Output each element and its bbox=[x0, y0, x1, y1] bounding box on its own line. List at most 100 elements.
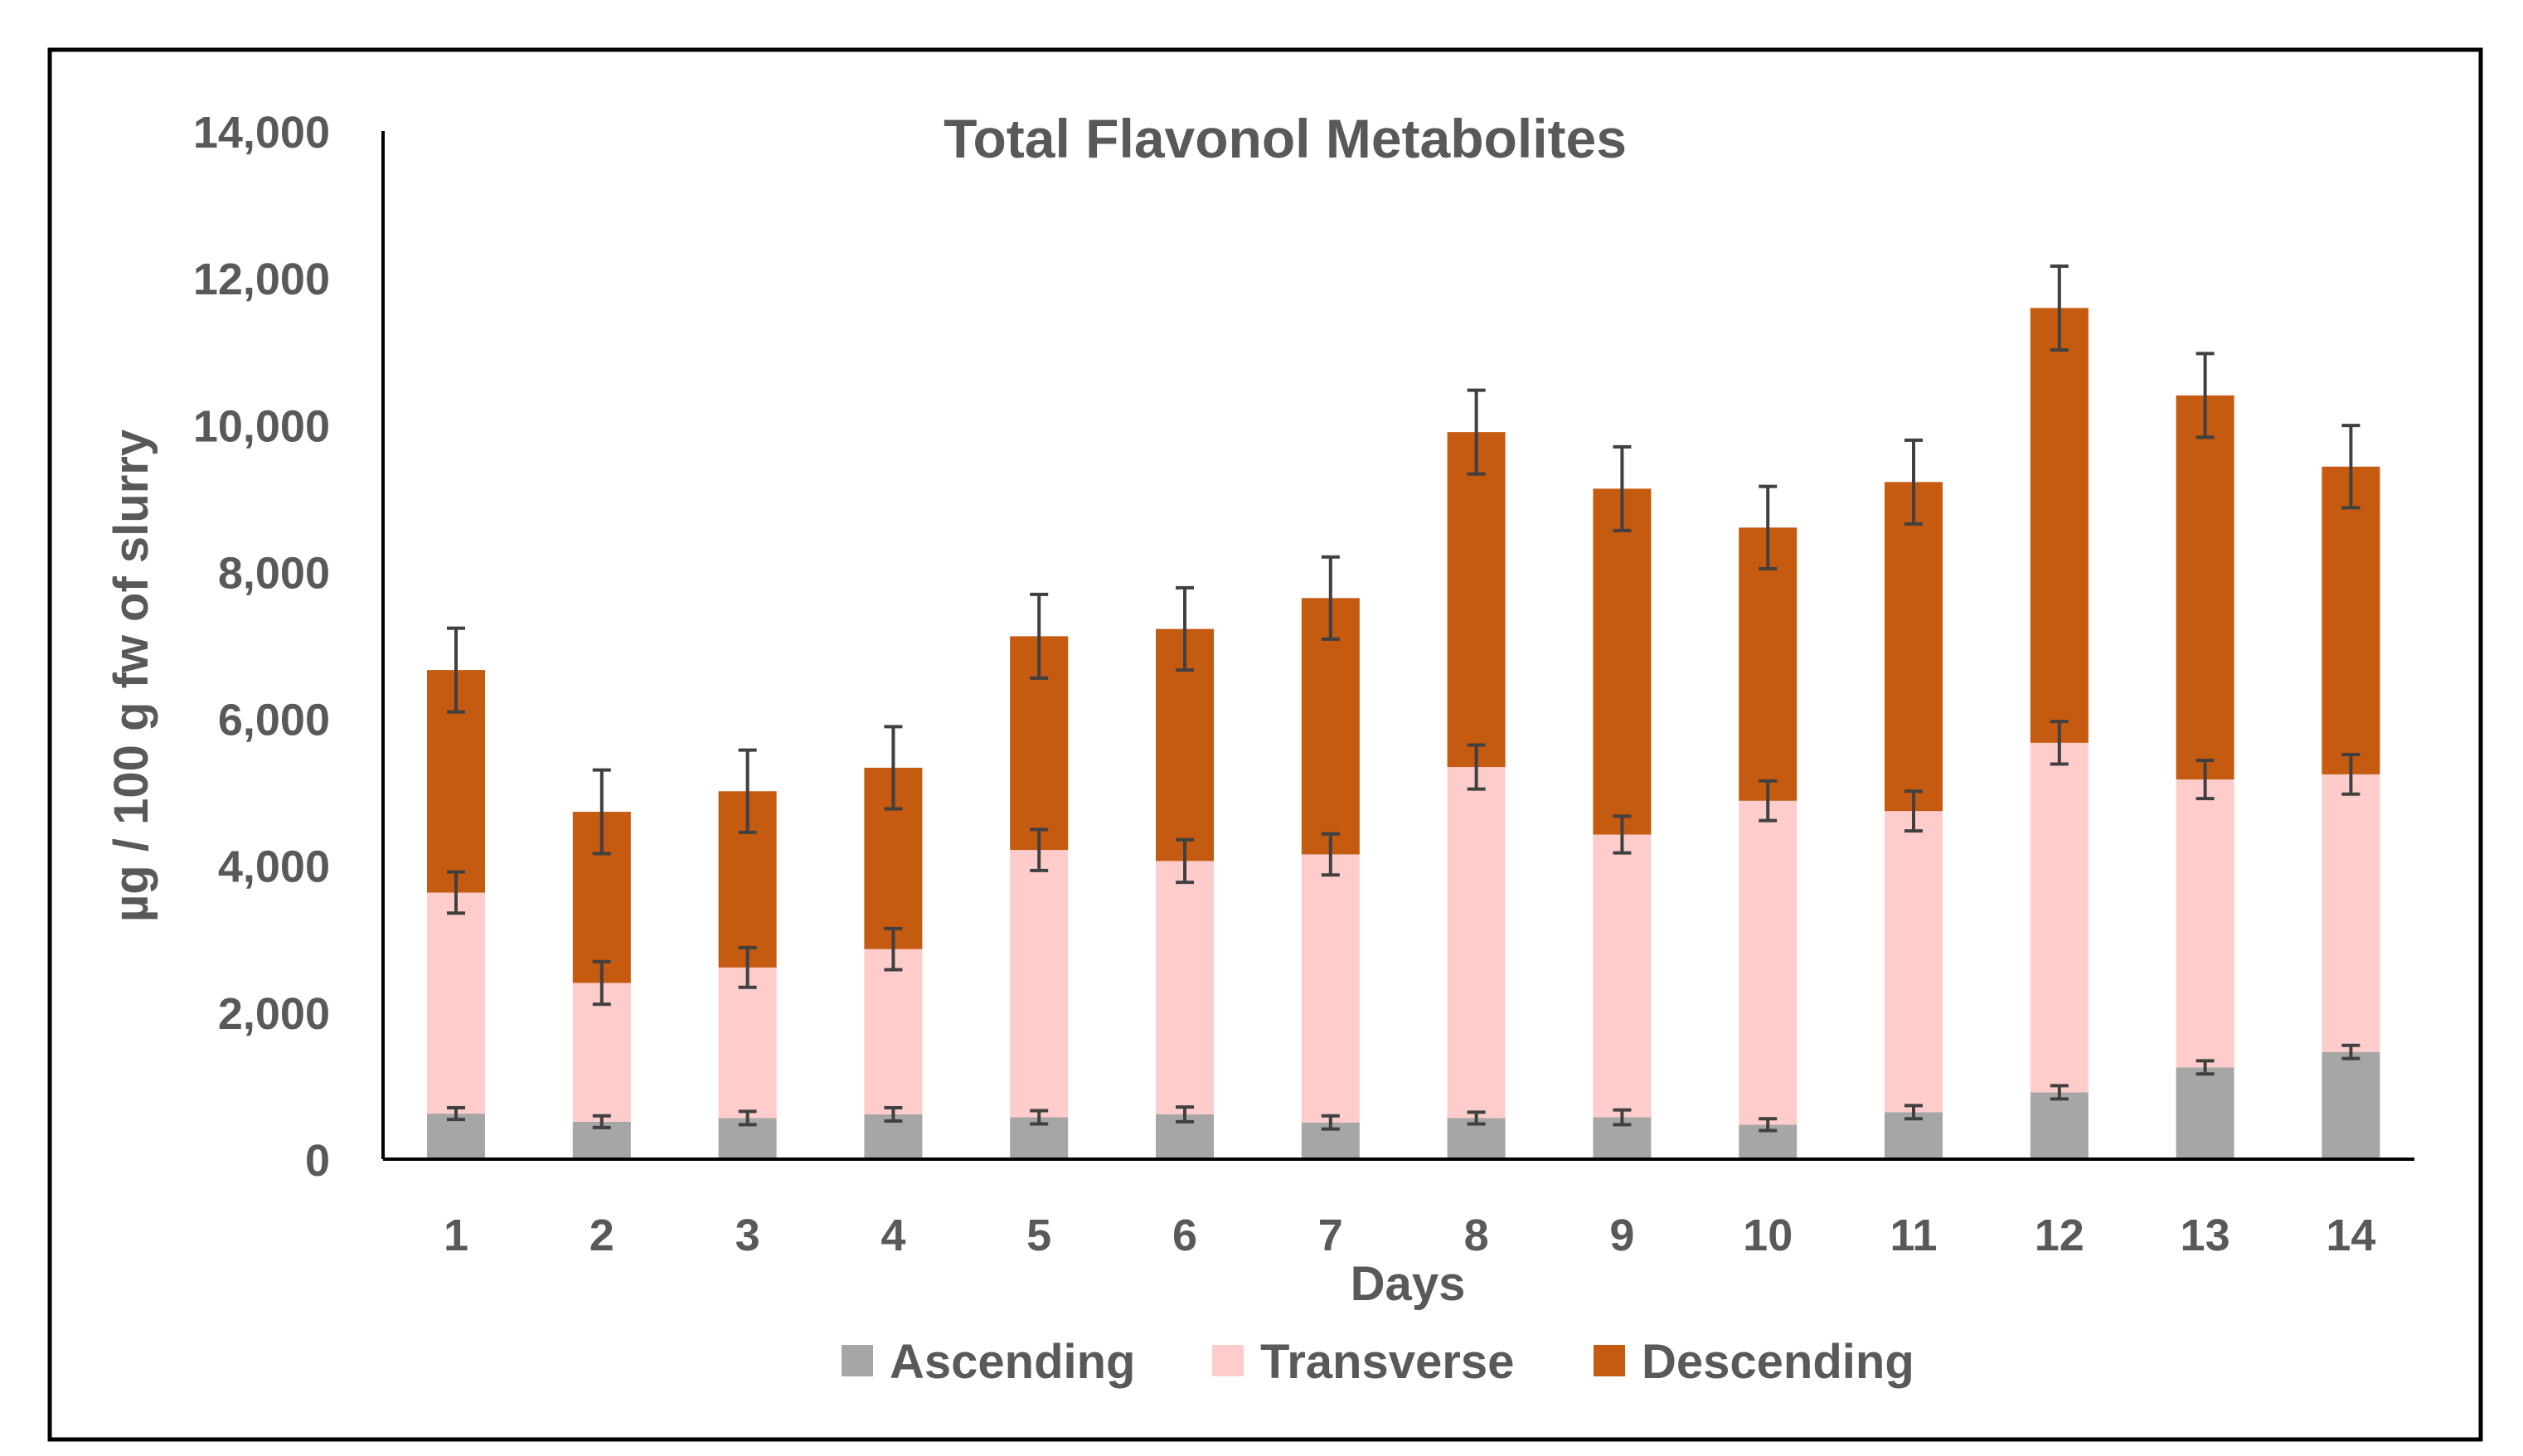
error-bar-transverse-day-1 bbox=[447, 870, 465, 915]
error-bar-descending-day-8 bbox=[1467, 388, 1486, 476]
error-bar-ascending-day-11 bbox=[1904, 1104, 1923, 1121]
error-bar-ascending-day-14 bbox=[2341, 1043, 2360, 1060]
legend-item-transverse: Transverse bbox=[1212, 1335, 1514, 1389]
error-bar-descending-day-1 bbox=[447, 626, 465, 714]
error-bar-descending-day-6 bbox=[1176, 585, 1194, 672]
bar-transverse-day-5 bbox=[1010, 850, 1069, 1118]
x-tick-label: 7 bbox=[1318, 1211, 1343, 1260]
error-bar-descending-day-2 bbox=[592, 768, 611, 856]
legend-item-ascending: Ascending bbox=[842, 1335, 1136, 1389]
bar-descending-day-10 bbox=[1739, 527, 1798, 801]
bar-transverse-day-14 bbox=[2322, 774, 2380, 1052]
bar-transverse-day-3 bbox=[718, 967, 777, 1119]
error-bar-transverse-day-14 bbox=[2341, 752, 2360, 796]
bar-ascending-day-13 bbox=[2176, 1067, 2234, 1159]
x-tick-label: 6 bbox=[1172, 1211, 1197, 1260]
error-bar-ascending-day-1 bbox=[447, 1106, 465, 1122]
bar-transverse-day-6 bbox=[1156, 861, 1214, 1114]
bar-descending-day-13 bbox=[2176, 395, 2234, 780]
x-tick-label: 9 bbox=[1609, 1211, 1634, 1260]
error-bar-transverse-day-4 bbox=[884, 926, 903, 972]
x-tick-label: 11 bbox=[1890, 1211, 1937, 1260]
legend-label: Ascending bbox=[890, 1335, 1136, 1389]
error-bar-transverse-day-2 bbox=[592, 959, 611, 1007]
y-tick-label: 12,000 bbox=[193, 255, 330, 304]
x-tick-label: 3 bbox=[735, 1211, 760, 1260]
error-bar-transverse-day-6 bbox=[1176, 837, 1194, 885]
x-tick-label: 5 bbox=[1026, 1211, 1051, 1260]
x-tick-label: 12 bbox=[2035, 1211, 2084, 1260]
x-tick-label: 1 bbox=[444, 1211, 468, 1260]
error-bar-transverse-day-13 bbox=[2195, 759, 2215, 801]
bar-transverse-day-13 bbox=[2176, 779, 2234, 1068]
error-bar-ascending-day-10 bbox=[1759, 1117, 1778, 1133]
legend-label: Descending bbox=[1642, 1335, 1914, 1389]
error-bar-transverse-day-9 bbox=[1613, 814, 1632, 855]
error-bar-transverse-day-5 bbox=[1030, 827, 1049, 872]
x-tick-label: 2 bbox=[590, 1211, 614, 1260]
error-bar-descending-day-4 bbox=[884, 725, 903, 811]
error-bar-ascending-day-8 bbox=[1467, 1110, 1486, 1126]
x-axis-label: Days bbox=[1351, 1257, 1466, 1311]
error-bar-descending-day-3 bbox=[738, 748, 757, 834]
bar-descending-day-8 bbox=[1447, 432, 1506, 768]
error-bar-descending-day-7 bbox=[1321, 555, 1340, 641]
x-tick-label: 14 bbox=[2326, 1211, 2375, 1260]
legend-item-descending: Descending bbox=[1594, 1335, 1914, 1389]
error-bar-descending-day-13 bbox=[2195, 352, 2215, 439]
bar-transverse-day-12 bbox=[2030, 742, 2089, 1093]
error-bar-transverse-day-8 bbox=[1467, 743, 1486, 791]
y-tick-label: 0 bbox=[305, 1136, 330, 1186]
error-bar-transverse-day-10 bbox=[1759, 779, 1778, 823]
error-bar-transverse-day-12 bbox=[2050, 720, 2069, 766]
legend-swatch bbox=[842, 1345, 873, 1376]
error-bar-descending-day-5 bbox=[1030, 592, 1049, 680]
y-tick-label: 14,000 bbox=[193, 108, 330, 158]
error-bar-ascending-day-12 bbox=[2050, 1084, 2069, 1101]
legend-label: Transverse bbox=[1260, 1335, 1514, 1389]
x-tick-label: 10 bbox=[1743, 1211, 1793, 1260]
bar-descending-day-9 bbox=[1593, 488, 1652, 835]
x-tick-label: 4 bbox=[881, 1211, 905, 1260]
x-tick-label: 8 bbox=[1464, 1211, 1489, 1260]
chart-border bbox=[47, 47, 2483, 1442]
error-bar-ascending-day-9 bbox=[1613, 1108, 1632, 1127]
bar-transverse-day-1 bbox=[427, 892, 485, 1114]
bar-descending-day-14 bbox=[2322, 466, 2380, 774]
bar-transverse-day-8 bbox=[1447, 767, 1506, 1119]
error-bar-descending-day-11 bbox=[1904, 438, 1923, 526]
plot-area: 0 2,000 4,000 6,000 8,000 10,000 12,000 14,000 1… bbox=[193, 108, 2414, 1260]
bar-ascending-day-1 bbox=[427, 1114, 485, 1159]
error-bar-ascending-day-4 bbox=[884, 1106, 903, 1123]
error-bar-ascending-day-7 bbox=[1321, 1114, 1340, 1131]
bar-transverse-day-7 bbox=[1301, 854, 1360, 1123]
error-bar-descending-day-9 bbox=[1613, 444, 1632, 532]
bar-ascending-day-14 bbox=[2322, 1051, 2380, 1159]
error-bar-ascending-day-2 bbox=[592, 1114, 611, 1129]
error-bar-descending-day-12 bbox=[2050, 264, 2069, 352]
bar-transverse-day-4 bbox=[864, 949, 923, 1114]
legend-swatch bbox=[1594, 1345, 1625, 1376]
legend: Ascending Transverse Descending bbox=[842, 1335, 1914, 1389]
error-bar-ascending-day-13 bbox=[2195, 1059, 2215, 1076]
y-tick-label: 6,000 bbox=[218, 696, 330, 745]
y-tick-label: 8,000 bbox=[218, 548, 330, 598]
bar-transverse-day-11 bbox=[1885, 811, 1943, 1113]
bar-descending-day-12 bbox=[2030, 308, 2089, 743]
chart-title: Total Flavonol Metabolites bbox=[944, 108, 1627, 169]
bar-descending-day-11 bbox=[1885, 482, 1943, 812]
legend-swatch bbox=[1212, 1345, 1244, 1376]
bar-transverse-day-2 bbox=[572, 983, 631, 1122]
bar-ascending-day-12 bbox=[2030, 1092, 2089, 1159]
y-tick-label: 10,000 bbox=[193, 401, 330, 451]
y-tick-label: 4,000 bbox=[218, 842, 330, 892]
y-tick-label: 2,000 bbox=[218, 989, 330, 1039]
error-bar-transverse-day-3 bbox=[738, 945, 757, 989]
error-bar-transverse-day-7 bbox=[1321, 832, 1340, 877]
error-bar-transverse-day-11 bbox=[1904, 789, 1923, 833]
bar-transverse-day-10 bbox=[1739, 800, 1798, 1125]
error-bar-ascending-day-5 bbox=[1030, 1109, 1049, 1126]
error-bar-ascending-day-3 bbox=[738, 1109, 757, 1127]
y-axis-label: µg / 100 g fw of slurry bbox=[104, 430, 158, 922]
